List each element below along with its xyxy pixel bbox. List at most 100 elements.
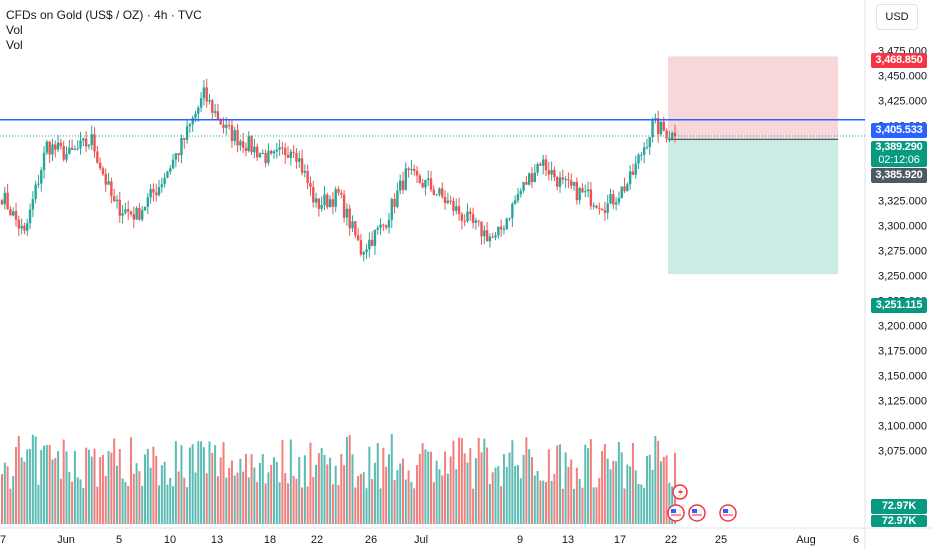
candle (84, 131, 88, 152)
candle (410, 159, 413, 175)
event-markers[interactable] (667, 484, 737, 522)
candle-body (34, 184, 37, 200)
currency-button[interactable]: USD (876, 4, 918, 30)
price-axis[interactable]: 3,475.0003,450.0003,425.0003,400.0003,37… (878, 45, 927, 457)
candle (143, 206, 147, 212)
candle (586, 181, 590, 198)
candle (441, 182, 444, 199)
volume-bar (362, 472, 365, 524)
volume-bar (303, 455, 306, 524)
candle (188, 122, 192, 134)
volume-bar (500, 486, 503, 524)
level-lines[interactable] (0, 119, 865, 137)
volume-bar (163, 461, 166, 524)
candle (387, 212, 391, 234)
candle-body (609, 194, 612, 204)
candle-body (160, 184, 164, 187)
candle (73, 145, 77, 151)
volume-bar (1, 474, 3, 524)
candle (648, 136, 651, 155)
candle (584, 184, 587, 198)
candle (497, 226, 500, 239)
candle (558, 171, 562, 193)
candle-body (157, 186, 161, 196)
candle-body (542, 159, 545, 166)
candle-body (435, 194, 438, 196)
candle (79, 131, 82, 155)
volume-bar (228, 467, 231, 524)
candle-body (379, 224, 382, 228)
candle-body (211, 100, 214, 113)
candle (87, 143, 91, 150)
volume-bar (225, 477, 228, 524)
candle (631, 163, 635, 176)
volume-bar (337, 484, 340, 524)
volume-bar (183, 477, 186, 524)
candle (160, 177, 164, 193)
candle (289, 148, 293, 166)
candle (575, 177, 579, 205)
candle-body (163, 177, 166, 185)
candle (626, 182, 629, 192)
candle-body (292, 151, 295, 153)
volume-bar (368, 446, 371, 524)
candle (572, 181, 576, 191)
volume-bar (93, 448, 96, 524)
candle-body (264, 153, 267, 164)
candle (334, 186, 337, 213)
volume-bar (200, 441, 203, 524)
y-tick-label: 3,125.000 (878, 395, 927, 407)
candle (617, 191, 621, 206)
volume-bar (542, 480, 545, 524)
volume-bar (536, 471, 539, 524)
candle-body (247, 136, 250, 152)
candle-body (382, 224, 385, 226)
candle (306, 164, 309, 190)
volume-bar (631, 443, 634, 524)
candle (598, 202, 601, 215)
candle-body (356, 235, 360, 241)
volume-bar (104, 475, 107, 524)
candle-body (171, 159, 175, 169)
candle-body (309, 182, 312, 187)
volume-bar (113, 438, 116, 524)
candle-body (508, 218, 511, 220)
candle (603, 201, 607, 221)
time-axis[interactable]: 7 Jun 5 10 13 18 22 26 Jul 9 13 17 22 25 Aug 6 (0, 534, 859, 546)
x-tick-label: 13 (562, 534, 574, 546)
volume-bar (236, 472, 239, 524)
candle (567, 172, 570, 188)
candle-body (390, 199, 393, 220)
candle-body (628, 171, 632, 185)
volume-bar (138, 471, 141, 524)
volume-bar (620, 452, 623, 524)
candle (323, 186, 326, 211)
candle (421, 179, 424, 189)
candle-body (107, 181, 110, 185)
candle (564, 175, 567, 189)
volume-bar (480, 452, 483, 524)
candle-body (567, 179, 570, 181)
volume-bar (20, 457, 23, 524)
volume-bar (34, 436, 37, 524)
candle (0, 198, 4, 206)
volume-bar (270, 464, 273, 524)
candle (253, 138, 256, 159)
volume-bar (37, 484, 40, 524)
candle (270, 149, 273, 156)
us-flag-icon (667, 504, 685, 522)
volume-bar (508, 452, 511, 524)
volume-bar (376, 443, 379, 524)
position-zones[interactable] (668, 56, 838, 275)
candle (365, 243, 368, 259)
volume-bar (430, 451, 433, 524)
candle (438, 187, 441, 197)
candle-body (460, 214, 464, 221)
candle-body (637, 154, 640, 164)
candle-body (466, 211, 469, 222)
candle (163, 172, 166, 188)
candle-body (539, 163, 542, 166)
volume-bar (379, 488, 382, 524)
volume-bar (373, 462, 376, 524)
